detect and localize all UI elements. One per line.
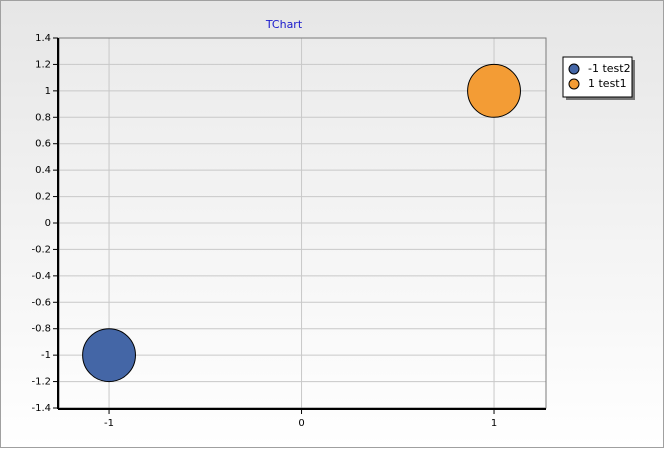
y-tick-label: -0.8 bbox=[31, 324, 51, 335]
y-tick-label: 0.8 bbox=[35, 112, 51, 123]
y-tick-label: 0 bbox=[45, 218, 51, 229]
x-tick-label: 0 bbox=[298, 418, 304, 429]
x-tick-label: -1 bbox=[104, 418, 114, 429]
y-tick-label: -1.2 bbox=[31, 377, 51, 388]
y-tick-label: 0.4 bbox=[35, 165, 51, 176]
bubble bbox=[82, 328, 136, 383]
y-tick-label: -0.2 bbox=[31, 244, 51, 255]
y-tick-label: 1 bbox=[45, 86, 51, 97]
y-tick-label: 1.4 bbox=[35, 33, 51, 44]
y-tick-label: -1 bbox=[41, 350, 51, 361]
chart-title: TChart bbox=[265, 18, 303, 31]
legend-symbol bbox=[568, 78, 580, 90]
y-tick-label: -1.4 bbox=[31, 403, 51, 414]
legend-symbol bbox=[568, 63, 580, 75]
x-tick-label: 1 bbox=[491, 418, 497, 429]
legend-label: -1 test2 bbox=[588, 62, 631, 75]
y-tick-label: 0.2 bbox=[35, 192, 51, 203]
legend-label: 1 test1 bbox=[588, 77, 627, 90]
y-tick-label: -0.6 bbox=[31, 297, 51, 308]
y-tick-label: 1.2 bbox=[35, 59, 51, 70]
y-tick-label: -0.4 bbox=[31, 271, 51, 282]
y-tick-label: 0.6 bbox=[35, 139, 51, 150]
bubble bbox=[467, 63, 521, 118]
